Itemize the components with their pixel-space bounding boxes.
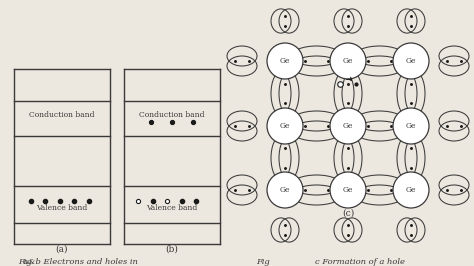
Text: Valence band: Valence band: [36, 204, 88, 212]
Text: a&b Electrons and holes in: a&b Electrons and holes in: [23, 258, 137, 266]
Text: Ge: Ge: [406, 57, 416, 65]
Text: (a): (a): [56, 245, 68, 254]
Text: (c): (c): [342, 209, 354, 218]
Circle shape: [393, 172, 429, 208]
Text: c Formation of a hole: c Formation of a hole: [315, 258, 405, 266]
Text: Ge: Ge: [343, 122, 353, 130]
Text: Ge: Ge: [406, 186, 416, 194]
Text: Ge: Ge: [280, 186, 290, 194]
Text: Ge: Ge: [406, 122, 416, 130]
FancyArrowPatch shape: [346, 77, 352, 80]
Text: Valence band: Valence band: [146, 204, 198, 212]
Text: Conduction band: Conduction band: [29, 111, 95, 119]
Circle shape: [267, 43, 303, 79]
Text: Ge: Ge: [280, 122, 290, 130]
Circle shape: [330, 172, 366, 208]
Circle shape: [267, 108, 303, 144]
Text: (b): (b): [165, 245, 178, 254]
Circle shape: [393, 43, 429, 79]
Circle shape: [330, 43, 366, 79]
Circle shape: [267, 172, 303, 208]
Circle shape: [330, 108, 366, 144]
Text: Ge: Ge: [343, 186, 353, 194]
Text: Ge: Ge: [280, 57, 290, 65]
Text: Ge: Ge: [343, 57, 353, 65]
Text: Fig: Fig: [256, 258, 270, 266]
Text: Conduction band: Conduction band: [139, 111, 205, 119]
Text: Fig: Fig: [18, 258, 32, 266]
Circle shape: [393, 108, 429, 144]
